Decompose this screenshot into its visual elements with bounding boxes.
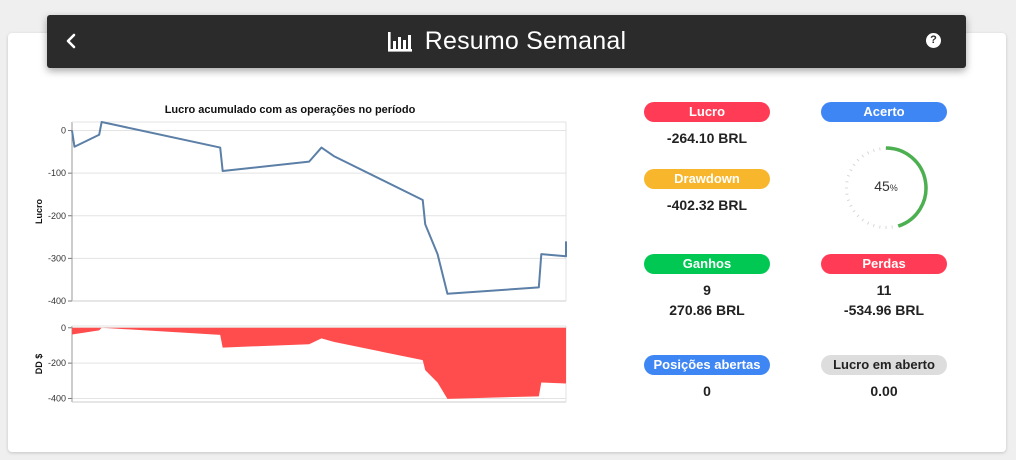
gauge-tick (856, 214, 860, 218)
question-circle-icon[interactable]: ? (926, 33, 941, 48)
ganhos-badge: Ganhos (644, 254, 770, 274)
chart-title: Lucro acumulado com as operações no perí… (164, 104, 416, 116)
ganhos-value: 270.86 BRL (669, 302, 745, 318)
perdas-stat: Perdas 11 -534.96 BRL (821, 254, 947, 319)
ganhos-stat: Ganhos 9 270.86 BRL (644, 254, 770, 319)
acerto-percent: 45% (874, 178, 898, 194)
y-tick-label: -100 (48, 168, 66, 178)
lucro-value: -264.10 BRL (666, 130, 748, 146)
drawdown-stat: Drawdown -402.32 BRL (644, 169, 770, 214)
y-tick-label: 0 (61, 323, 66, 333)
lucro-badge: Lucro (644, 102, 770, 122)
perdas-badge: Perdas (821, 254, 947, 274)
acerto-stat: Acerto (821, 102, 947, 122)
drawdown-value: -402.32 BRL (666, 197, 748, 213)
profit-line (71, 121, 567, 295)
lucro-aberto-badge: Lucro em aberto (821, 355, 947, 375)
chevron-left-icon[interactable] (61, 28, 81, 54)
y-tick-label: -400 (48, 393, 66, 403)
drawdown-badge: Drawdown (644, 169, 770, 189)
y-tick-label: -200 (48, 358, 66, 368)
gauge-tick (866, 221, 870, 225)
gauge-tick (866, 151, 870, 155)
lucro-aberto-value: 0.00 (870, 383, 898, 399)
gauge-tick (849, 168, 853, 172)
y-tick-label: -300 (48, 253, 66, 263)
gauge-tick (846, 199, 851, 202)
gauge-tick (872, 148, 875, 153)
perdas-count: 11 (876, 282, 892, 298)
gauge-tick (852, 209, 856, 213)
y-axis-label: Lucro (34, 199, 44, 225)
ganhos-count: 9 (703, 282, 711, 298)
gauge-tick (856, 158, 860, 162)
posicoes-value: 0 (703, 383, 711, 399)
y-tick-label: -200 (48, 211, 66, 221)
posicoes-stat: Posições abertas 0 (644, 355, 770, 400)
y-axis-label: DD $ (34, 354, 44, 375)
acerto-gauge: 45% (836, 138, 936, 238)
posicoes-badge: Posições abertas (644, 355, 770, 375)
gauge-tick (861, 218, 865, 222)
charts-svg: 0 -100 -200 -300 -400 Lucro 0 -200 -400 DD $ (34, 121, 567, 403)
gauge-arc (885, 146, 928, 228)
gauge-tick (849, 204, 853, 208)
perdas-value: -534.96 BRL (843, 302, 925, 318)
y-tick-label: 0 (61, 126, 66, 136)
gauge-tick (872, 223, 875, 228)
gauge-tick (846, 174, 851, 177)
drawdown-area (72, 327, 566, 399)
lucro-stat: Lucro -264.10 BRL (644, 102, 770, 147)
y-tick-label: -400 (48, 296, 66, 306)
acerto-badge: Acerto (821, 102, 947, 122)
gauge-tick (861, 154, 865, 158)
lucro-aberto-stat: Lucro em aberto 0.00 (821, 355, 947, 400)
gauge-tick (852, 163, 856, 167)
